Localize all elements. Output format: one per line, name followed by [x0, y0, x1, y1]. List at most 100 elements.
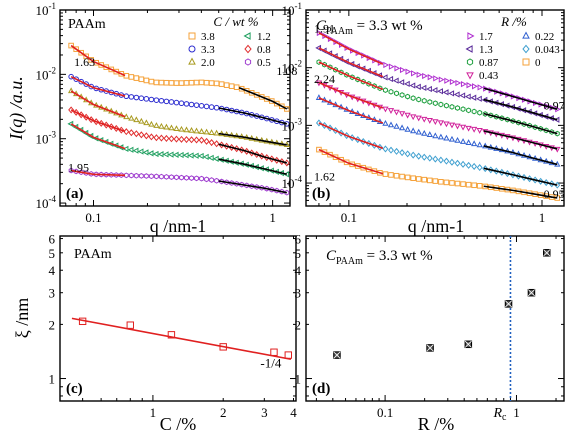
data-point — [67, 87, 75, 94]
data-point — [422, 72, 428, 80]
data-point — [183, 126, 190, 133]
data-point — [454, 159, 461, 167]
data-point — [163, 79, 170, 86]
rc-label: Rc — [492, 406, 507, 423]
fit-line-low-q — [70, 109, 126, 133]
data-point — [173, 135, 180, 143]
panel-c-frame — [59, 235, 297, 402]
data-point — [103, 171, 109, 178]
legend-marker — [188, 57, 196, 65]
data-point — [438, 101, 444, 108]
data-point — [173, 174, 179, 181]
panel-title: PAAm — [74, 247, 112, 262]
x-tick-label: 0.1 — [341, 210, 357, 225]
data-point — [73, 46, 79, 52]
data-point — [123, 172, 129, 179]
series-1.3 — [315, 44, 560, 123]
y-tick-label: 2 — [49, 317, 56, 332]
panel-c: 1 2 3 4 1 2 3 4 56 PAAm -1/4 (c) — [49, 232, 298, 420]
marker-cross — [543, 249, 551, 257]
data-point — [208, 80, 215, 86]
data-point — [504, 300, 513, 308]
y-tick-label: 10-4 — [36, 194, 57, 211]
series-0.87 — [316, 59, 560, 137]
data-point — [476, 163, 483, 172]
legend-label: 1.2 — [257, 31, 271, 43]
data-point — [224, 179, 230, 186]
data-point — [199, 175, 205, 182]
series-2.0 — [67, 87, 290, 148]
data-point — [88, 171, 94, 177]
x-tick-label: 1 — [150, 405, 157, 420]
data-point — [404, 112, 411, 119]
slope-annotation: 0.97 — [544, 98, 565, 112]
data-point — [405, 68, 412, 75]
x-tick-label: 1 — [513, 405, 520, 420]
data-point — [137, 148, 144, 155]
data-point — [158, 122, 165, 129]
data-point — [382, 145, 389, 153]
data-point — [133, 94, 140, 101]
data-point — [398, 124, 406, 131]
data-point — [213, 104, 220, 111]
x-axis-label-q-a: q /nm-1 — [150, 216, 207, 236]
data-point — [476, 183, 483, 189]
data-point — [193, 79, 200, 86]
marker-cross — [426, 344, 434, 352]
legend-label: 0.043 — [535, 44, 560, 56]
data-point — [178, 174, 184, 181]
data-point — [143, 119, 150, 126]
data-point — [411, 70, 417, 77]
data-point — [460, 106, 466, 113]
data-point — [270, 348, 278, 356]
data-point — [128, 74, 135, 80]
data-point — [454, 180, 461, 187]
data-point — [420, 84, 427, 92]
y-tick-label: 10-1 — [282, 1, 303, 18]
series-3.3 — [68, 73, 290, 127]
panel-title-text: CPAAm = 3.3 wt % — [316, 18, 423, 37]
data-point — [148, 173, 154, 180]
data-point — [483, 85, 489, 92]
slope-annotation: 1.91 — [314, 21, 335, 35]
legend-label: 0.43 — [479, 70, 499, 82]
legend-title: R /% — [500, 14, 527, 29]
y-tick-label: 5 — [295, 246, 302, 261]
series-0.043 — [315, 119, 561, 189]
data-point — [443, 134, 450, 141]
series-0 — [316, 146, 561, 201]
x-tick-label: 1 — [269, 210, 276, 225]
data-point — [338, 156, 344, 163]
data-point — [343, 159, 350, 166]
y-tick-label: 4 — [295, 263, 302, 278]
x-tick-label: 1 — [539, 210, 546, 225]
marker-cross — [464, 340, 472, 348]
data-point — [228, 83, 235, 89]
data-point — [128, 114, 135, 121]
data-point — [148, 96, 155, 103]
data-point — [122, 145, 129, 153]
data-point — [148, 78, 155, 85]
data-point — [427, 74, 434, 81]
data-point — [108, 171, 114, 178]
data-point — [234, 180, 240, 187]
data-point — [158, 173, 164, 180]
data-point — [183, 136, 190, 144]
data-point — [443, 157, 450, 165]
data-point — [138, 172, 144, 179]
data-point — [233, 84, 240, 91]
data-point — [178, 125, 185, 132]
data-point — [470, 126, 478, 133]
legend-marker — [467, 32, 475, 40]
data-point — [432, 155, 439, 163]
fit-line-high-q — [483, 145, 558, 166]
data-point — [193, 102, 200, 108]
data-point — [470, 94, 477, 101]
data-point — [404, 150, 411, 158]
data-point — [178, 135, 185, 143]
data-point — [404, 174, 411, 181]
y-axis-label-xi: ξ /nm — [12, 298, 32, 339]
fit-line-low-q — [318, 122, 384, 150]
data-point — [128, 94, 135, 100]
data-point — [188, 79, 195, 86]
